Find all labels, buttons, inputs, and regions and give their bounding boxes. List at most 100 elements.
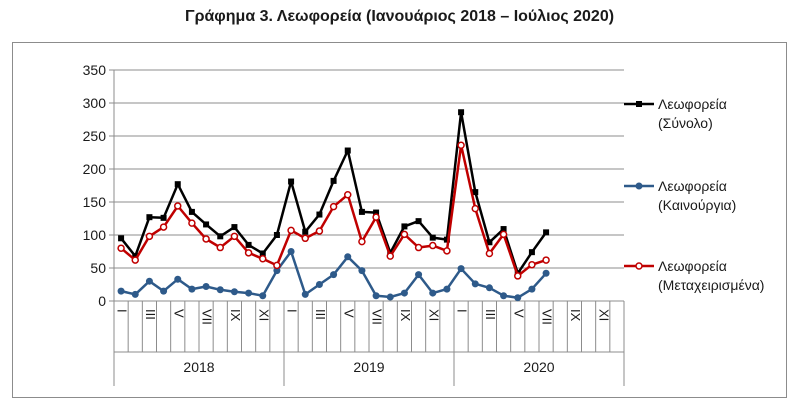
data-point bbox=[118, 235, 125, 242]
series-0 bbox=[118, 109, 550, 277]
data-point bbox=[145, 277, 153, 285]
data-point bbox=[330, 177, 337, 184]
data-point bbox=[542, 256, 550, 264]
data-point bbox=[344, 147, 351, 154]
x-tick-label: V bbox=[511, 309, 526, 318]
y-tick-label: 350 bbox=[83, 62, 107, 78]
data-point bbox=[528, 260, 536, 269]
data-point bbox=[358, 267, 366, 275]
data-point bbox=[188, 285, 196, 293]
data-point bbox=[415, 218, 422, 225]
legend-label: Λεωφορεία bbox=[658, 178, 727, 194]
data-point bbox=[245, 289, 253, 297]
chart-frame bbox=[12, 42, 787, 398]
y-tick-label: 0 bbox=[98, 293, 106, 309]
data-point bbox=[528, 285, 536, 293]
data-point bbox=[358, 237, 366, 246]
data-point bbox=[273, 261, 281, 270]
data-point bbox=[217, 233, 224, 240]
year-label: 2019 bbox=[353, 359, 384, 375]
data-point bbox=[245, 241, 252, 248]
data-point bbox=[344, 190, 352, 199]
x-axis: I III V VII IX XI I III V VII IX XI I III V VII IX XI2018… bbox=[113, 300, 625, 386]
y-tick-label: 50 bbox=[90, 260, 106, 276]
data-point bbox=[145, 232, 154, 241]
legend-swatch-marker bbox=[636, 101, 642, 107]
x-tick-label: III bbox=[313, 309, 328, 320]
data-point bbox=[486, 239, 493, 246]
data-point bbox=[273, 267, 281, 275]
x-tick-label: III bbox=[143, 309, 158, 320]
data-point bbox=[146, 214, 153, 221]
gridlines bbox=[114, 69, 624, 302]
data-point bbox=[514, 272, 522, 280]
data-point bbox=[315, 227, 324, 235]
data-point bbox=[429, 234, 436, 241]
x-tick-label: IX bbox=[398, 309, 413, 322]
data-point bbox=[372, 292, 380, 300]
data-point bbox=[443, 285, 451, 293]
year-label: 2018 bbox=[183, 359, 214, 375]
data-point bbox=[542, 269, 550, 277]
x-tick-label: V bbox=[171, 309, 186, 318]
legend-swatch-marker bbox=[635, 262, 643, 270]
data-point bbox=[132, 253, 139, 260]
data-point bbox=[188, 208, 195, 215]
data-point bbox=[117, 244, 125, 252]
data-point bbox=[373, 209, 380, 216]
series-1 bbox=[117, 248, 550, 302]
data-point bbox=[400, 289, 408, 297]
data-point bbox=[457, 265, 465, 273]
data-point bbox=[543, 229, 550, 236]
data-point bbox=[316, 211, 323, 218]
data-point bbox=[231, 224, 238, 231]
data-point bbox=[117, 287, 125, 295]
data-point bbox=[202, 282, 210, 290]
data-point bbox=[500, 292, 508, 300]
data-point bbox=[429, 241, 437, 250]
data-point bbox=[301, 290, 309, 298]
x-tick-label: I bbox=[455, 309, 470, 313]
x-tick-label: VII bbox=[370, 309, 385, 325]
x-tick-label: XI bbox=[596, 309, 611, 321]
data-point bbox=[131, 256, 139, 264]
x-tick-label: I bbox=[115, 309, 130, 313]
y-tick-label: 200 bbox=[83, 161, 107, 177]
data-point bbox=[302, 228, 309, 235]
data-point bbox=[499, 230, 508, 239]
data-point bbox=[386, 293, 394, 301]
legend-swatch-marker bbox=[635, 182, 643, 190]
data-point bbox=[131, 290, 139, 298]
data-point bbox=[203, 221, 210, 228]
data-point bbox=[188, 219, 196, 227]
data-point bbox=[443, 236, 450, 243]
data-point bbox=[174, 275, 182, 283]
y-tick-label: 100 bbox=[83, 227, 107, 243]
data-point bbox=[458, 109, 465, 116]
data-point bbox=[160, 287, 168, 295]
legend: Λεωφορεία(Σύνολο)Λεωφορεία(Καινούργια)Λε… bbox=[624, 96, 764, 293]
data-point bbox=[485, 284, 493, 292]
y-tick-label: 250 bbox=[83, 128, 107, 144]
data-point bbox=[330, 271, 338, 279]
data-point bbox=[174, 181, 181, 188]
data-point bbox=[471, 280, 479, 288]
data-point bbox=[485, 249, 494, 258]
x-tick-label: I bbox=[285, 309, 300, 313]
data-point bbox=[528, 249, 535, 256]
data-point bbox=[372, 213, 380, 221]
legend-item: Λεωφορεία (Σύνολο) bbox=[624, 96, 727, 131]
x-tick-label: IX bbox=[228, 309, 243, 322]
data-point bbox=[386, 252, 394, 260]
series-2 bbox=[117, 141, 550, 280]
data-point bbox=[230, 232, 239, 241]
legend-label: (Μεταχειρισμένα) bbox=[658, 277, 764, 293]
x-tick-label: XI bbox=[256, 309, 271, 321]
data-point bbox=[259, 250, 266, 257]
data-point bbox=[344, 253, 352, 261]
data-point bbox=[358, 208, 365, 215]
data-point bbox=[202, 235, 210, 243]
data-point bbox=[259, 255, 267, 263]
data-point bbox=[230, 288, 238, 296]
